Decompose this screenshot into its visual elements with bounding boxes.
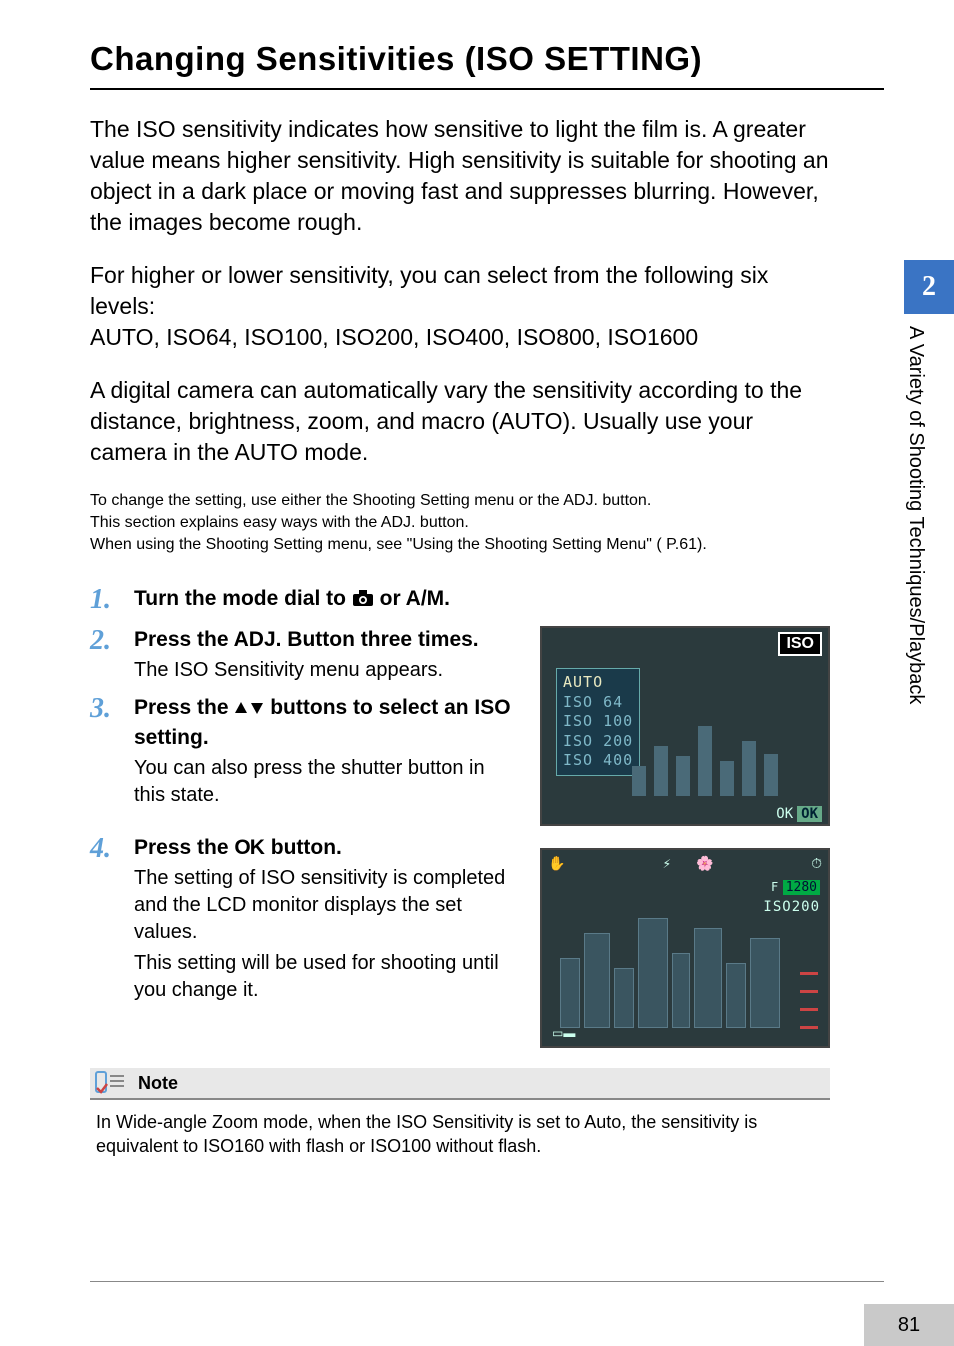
- step-2-number: 2.: [90, 626, 134, 684]
- step-2-desc: The ISO Sensitivity menu appears.: [134, 657, 520, 684]
- iso-badge: ISO: [778, 632, 822, 656]
- up-down-triangles-icon: [234, 696, 264, 723]
- chapter-side-tab: 2 A Variety of Shooting Techniques/Playb…: [904, 260, 954, 840]
- step-1-number: 1.: [90, 585, 134, 616]
- chapter-label-vertical: A Variety of Shooting Techniques/Playbac…: [904, 314, 927, 704]
- step-4-post: button.: [265, 836, 342, 859]
- res-prefix: F: [771, 880, 778, 894]
- intro-paragraph-2: For higher or lower sensitivity, you can…: [90, 260, 830, 353]
- intro-paragraph-3: A digital camera can automatically vary …: [90, 375, 830, 468]
- steps-2-3-row: 2. Press the ADJ. Button three times. Th…: [90, 626, 830, 826]
- page-number-box: 81: [864, 1304, 954, 1346]
- iso-menu: AUTO ISO 64 ISO 100 ISO 200 ISO 400: [556, 668, 640, 776]
- ok-row: OKOK: [776, 806, 822, 822]
- step-1-title: Turn the mode dial to or A/M.: [134, 585, 830, 614]
- note-header: Note: [90, 1068, 830, 1100]
- step-3-title: Press the buttons to select an ISO setti…: [134, 694, 520, 751]
- step-3-desc: You can also press the shutter button in…: [134, 755, 520, 809]
- step-3: 3. Press the buttons to select an ISO se…: [90, 694, 520, 809]
- step-4-row: 4. Press the OK button. The setting of I…: [90, 834, 830, 1048]
- intro-paragraph-1: The ISO sensitivity indicates how sensit…: [90, 114, 830, 238]
- manual-page: Changing Sensitivities (ISO SETTING) The…: [0, 0, 954, 1346]
- step-2: 2. Press the ADJ. Button three times. Th…: [90, 626, 520, 684]
- lcd1-bars: [632, 726, 778, 796]
- menu-iso100: ISO 100: [563, 712, 633, 732]
- ref-line-2: This section explains easy ways with the…: [90, 512, 830, 534]
- ref-line-3: When using the Shooting Setting menu, se…: [90, 534, 830, 556]
- title-rule: [90, 88, 884, 90]
- menu-iso64: ISO 64: [563, 693, 633, 713]
- step-4-pre: Press the: [134, 836, 234, 859]
- step-1-post: or A/M.: [380, 587, 450, 610]
- step-1-pre: Turn the mode dial to: [134, 587, 352, 610]
- signal-bars: [800, 964, 818, 1036]
- menu-iso400: ISO 400: [563, 751, 633, 771]
- timer-icon: ⏱: [811, 856, 822, 872]
- step-2-title: Press the ADJ. Button three times.: [134, 626, 520, 653]
- lcd2-skyline: [560, 908, 810, 1028]
- step-4: 4. Press the OK button. The setting of I…: [90, 834, 520, 1004]
- footer-rule: [90, 1281, 884, 1282]
- ok-label: OK: [776, 806, 793, 822]
- intro-p2-line1: For higher or lower sensitivity, you can…: [90, 262, 768, 319]
- note-label: Note: [138, 1073, 178, 1094]
- page-title: Changing Sensitivities (ISO SETTING): [90, 40, 884, 78]
- step-4-desc1: The setting of ISO sensitivity is comple…: [134, 865, 520, 946]
- resolution-badge: 1280: [783, 880, 820, 895]
- ref-line-1: To change the setting, use either the Sh…: [90, 490, 830, 512]
- note-icon: [94, 1070, 128, 1096]
- flash-icon: ⚡ 🌸: [663, 856, 714, 872]
- ok-button-indicator: OK: [797, 806, 822, 822]
- note-text: In Wide-angle Zoom mode, when the ISO Se…: [90, 1110, 830, 1159]
- ok-glyph: O: [234, 836, 249, 859]
- lcd2-top-icons: ✋ ⚡ 🌸 ⏱: [548, 856, 822, 872]
- hand-icon: ✋: [548, 856, 565, 872]
- battery-icon: ▭▬: [552, 1026, 575, 1040]
- reference-note-box: To change the setting, use either the Sh…: [90, 490, 830, 555]
- menu-iso200: ISO 200: [563, 732, 633, 752]
- step-1: 1. Turn the mode dial to or A/M.: [90, 585, 830, 616]
- camera-icon: [352, 587, 374, 614]
- lcd-screenshot-1: ISO AUTO ISO 64 ISO 100 ISO 200 ISO 400: [540, 626, 830, 826]
- step-3-number: 3.: [90, 694, 134, 809]
- step-4-desc2: This setting will be used for shooting u…: [134, 950, 520, 1004]
- note-block: Note In Wide-angle Zoom mode, when the I…: [90, 1068, 830, 1159]
- intro-p2-line2: AUTO, ISO64, ISO100, ISO200, ISO400, ISO…: [90, 324, 698, 350]
- steps-list: 1. Turn the mode dial to or A/M. 2. Pres…: [90, 585, 830, 1048]
- step-4-number: 4.: [90, 834, 134, 1004]
- ok-glyph-k: K: [250, 836, 265, 859]
- menu-auto: AUTO: [563, 673, 633, 693]
- lcd-screenshot-2: ✋ ⚡ 🌸 ⏱ F 1280 ISO200: [540, 834, 830, 1048]
- step-3-pre: Press the: [134, 696, 234, 719]
- step-4-title: Press the OK button.: [134, 834, 520, 861]
- chapter-number-box: 2: [904, 260, 954, 314]
